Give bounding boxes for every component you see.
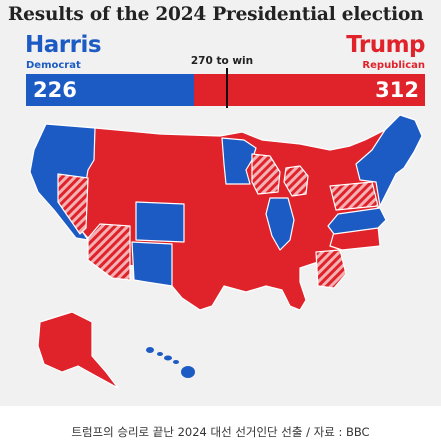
democrat-electoral-votes: 226 — [33, 78, 77, 102]
arizona-state — [87, 223, 131, 281]
image-caption: 트럼프의 승리로 끝난 2024 대선 선거인단 선출 / 자료 : BBC — [71, 425, 370, 439]
republican-party-label: Republican — [362, 60, 425, 71]
michigan-state — [283, 165, 309, 197]
threshold-marker — [226, 68, 229, 108]
georgia-state — [315, 249, 347, 289]
republican-candidate-name: Trump — [346, 32, 425, 58]
minnesota-state — [221, 137, 257, 185]
northeast-states — [355, 114, 423, 207]
illinois-state — [265, 197, 295, 251]
alaska-state — [37, 311, 119, 389]
new-mexico-state — [131, 241, 173, 287]
pennsylvania-state — [329, 181, 379, 211]
democrat-candidate-name: Harris — [25, 32, 102, 58]
threshold-label: 270 to win — [190, 55, 254, 67]
democrat-bar-segment — [26, 74, 194, 106]
electoral-vote-bar: 226 312 — [26, 74, 425, 106]
chart-title: Results of the 2024 Presidential electio… — [8, 4, 424, 25]
wisconsin-state — [251, 153, 281, 195]
virginia-maryland-region — [327, 207, 387, 235]
republican-electoral-votes: 312 — [375, 78, 419, 102]
graphic-panel: Results of the 2024 Presidential electio… — [0, 0, 441, 406]
hawaii-state — [146, 347, 195, 378]
us-election-map — [29, 114, 423, 389]
nevada-state — [57, 173, 89, 235]
democrat-party-label: Democrat — [26, 60, 81, 71]
colorado-state — [135, 201, 185, 243]
